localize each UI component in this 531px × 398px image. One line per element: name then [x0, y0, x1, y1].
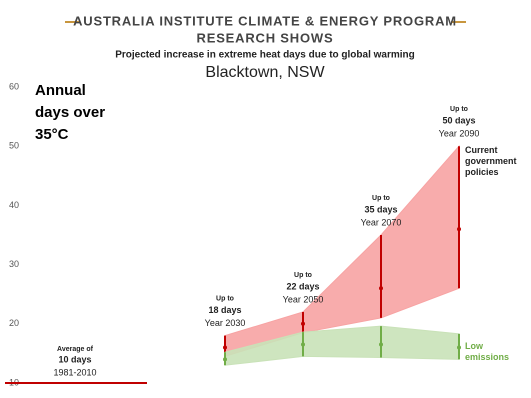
baseline-label: Average of [57, 346, 94, 353]
value-label: 22 days [286, 281, 319, 291]
x-tick-label: Year 2070 [361, 217, 402, 227]
mid-dot [379, 286, 383, 291]
subtitle: Projected increase in extreme heat days … [115, 50, 415, 61]
y-tick-label: 40 [9, 200, 19, 210]
mid-dot [223, 345, 227, 350]
annotation-prefix: Up to [372, 195, 390, 202]
annotation-prefix: Up to [294, 272, 312, 279]
baseline-value: 10 days [58, 354, 91, 364]
y-tick-label: 60 [9, 81, 19, 91]
value-label: 35 days [364, 204, 397, 214]
y-axis-label: Annual days over 35°C [35, 82, 106, 143]
y-tick-label: 30 [9, 259, 19, 269]
chart-title: AUSTRALIA INSTITUTE CLIMATE & ENERGY PRO… [73, 13, 457, 28]
mid-dot [379, 342, 383, 347]
legend-label: Current government policies [465, 145, 517, 178]
value-label: 50 days [442, 116, 475, 126]
legend-label: Low emissions [465, 341, 510, 363]
mid-dot [457, 227, 461, 232]
x-tick-label: Year 2030 [205, 318, 246, 328]
annotation-prefix: Up to [450, 106, 468, 113]
y-tick-label: 20 [9, 318, 19, 328]
mid-dot [457, 345, 461, 350]
y-tick-label: 50 [9, 141, 19, 151]
range-band [224, 144, 460, 358]
mid-dot [223, 357, 227, 362]
mid-dot [301, 321, 305, 326]
chart-title: RESEARCH SHOWS [197, 30, 334, 45]
value-label: 18 days [208, 305, 241, 315]
x-tick-label: Year 2090 [439, 129, 480, 139]
baseline-period: 1981-2010 [53, 367, 96, 377]
x-tick-label: Year 2050 [283, 294, 324, 304]
mid-dot [301, 342, 305, 347]
annotation-prefix: Up to [216, 295, 234, 302]
location: Blacktown, NSW [205, 64, 325, 81]
